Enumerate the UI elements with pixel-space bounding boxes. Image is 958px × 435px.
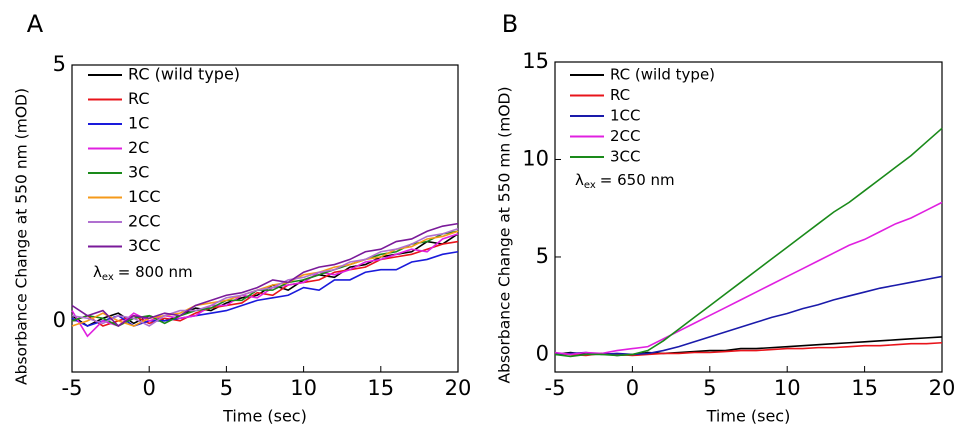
legend-label: 1CC [128, 187, 161, 206]
legend-label: 3C [128, 163, 149, 182]
plot-frame [71, 64, 459, 373]
annotation-subscript: ex [102, 272, 114, 283]
x-tick-label: 15 [367, 376, 394, 400]
annotation-symbol: λ [575, 171, 584, 189]
x-tick-label: 5 [220, 376, 233, 400]
data-line [554, 275, 943, 356]
y-tick-label: 5 [53, 52, 66, 76]
y-tick-label: 15 [522, 49, 549, 73]
x-tick-label: 20 [445, 376, 472, 400]
x-tick-label: 0 [626, 376, 639, 400]
annotation-subscript: ex [584, 180, 596, 191]
annotation-text: = 650 nm [600, 171, 675, 189]
y-axis-title: Absorbance Change at 550 mn (mOD) [496, 87, 514, 384]
legend-label: 2C [128, 138, 149, 157]
legend-label: RC [128, 89, 150, 108]
legend-label: 3CC [610, 148, 641, 166]
data-line [71, 222, 459, 327]
x-tick-label: -5 [62, 376, 83, 400]
x-tick-label: 15 [851, 376, 878, 400]
panel-label: A [27, 10, 44, 38]
x-axis-title: Time (sec) [706, 407, 791, 426]
legend-label: 2CC [610, 127, 641, 145]
annotation: λex = 800 nm [93, 263, 193, 284]
data-line [554, 127, 943, 358]
y-tick-label: 5 [536, 244, 549, 268]
panel-label: B [502, 10, 518, 38]
data-line [71, 227, 459, 327]
y-tick-label: 0 [53, 308, 66, 332]
legend-label: 2CC [128, 212, 161, 231]
y-axis-title: Absorbance Change at 550 nm (mOD) [13, 88, 31, 385]
x-tick-label: 5 [703, 376, 716, 400]
annotation-symbol: λ [93, 263, 102, 281]
legend-label: 1CC [610, 107, 641, 125]
x-tick-label: 10 [774, 376, 801, 400]
x-axis-title: Time (sec) [222, 407, 307, 426]
legend-label: 3CC [128, 236, 161, 255]
data-line [71, 230, 459, 327]
data-line [71, 233, 459, 338]
x-tick-label: -5 [545, 376, 566, 400]
y-tick-label: 0 [536, 341, 549, 365]
legend-label: 1C [128, 114, 149, 133]
plot-frame [554, 61, 943, 373]
data-line [554, 201, 943, 356]
x-tick-label: 10 [290, 376, 317, 400]
legend-label: RC [610, 86, 630, 104]
annotation-text: = 800 nm [118, 263, 193, 281]
x-tick-label: 20 [929, 376, 956, 400]
y-tick-label: 10 [522, 146, 549, 170]
legend-label: RC (wild type) [128, 65, 240, 84]
legend-label: RC (wild type) [610, 66, 715, 84]
annotation: λex = 650 nm [575, 171, 675, 192]
data-line [71, 230, 459, 327]
x-tick-label: 0 [143, 376, 156, 400]
data-line [71, 240, 459, 327]
